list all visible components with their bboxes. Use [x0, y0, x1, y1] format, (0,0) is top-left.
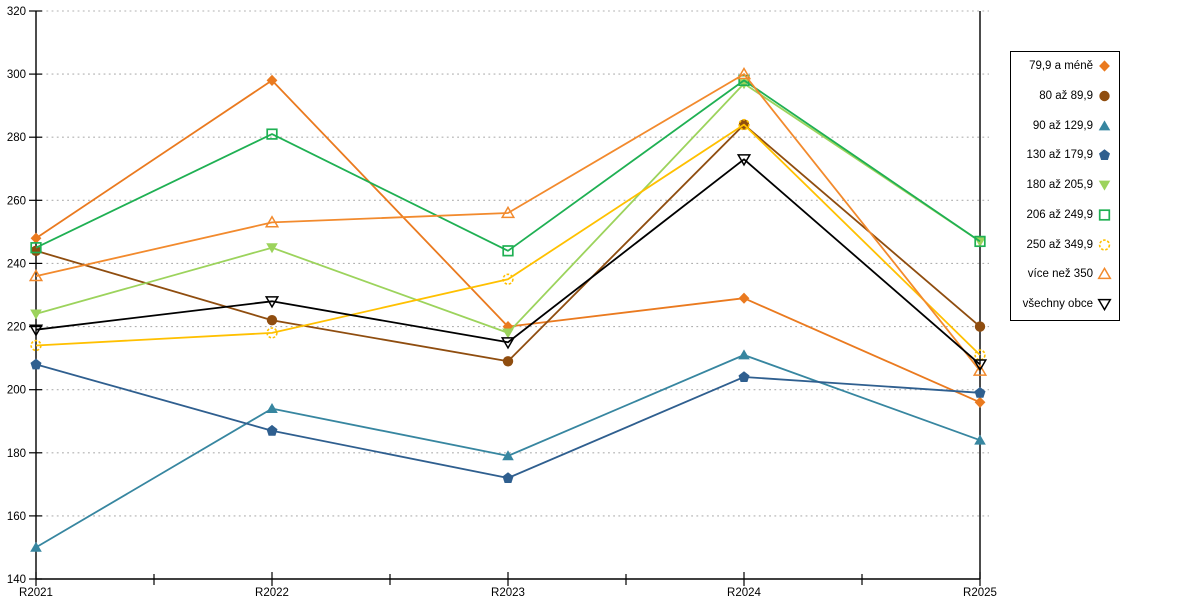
- legend-item: 80 až 89,9: [1015, 89, 1112, 103]
- y-tick-label: 140: [7, 574, 26, 586]
- legend-label: 206 až 249,9: [1026, 208, 1093, 221]
- legend-item: 250 až 349,9: [1015, 238, 1112, 252]
- legend-label: 250 až 349,9: [1026, 238, 1093, 251]
- legend-label: 90 až 129,9: [1032, 119, 1093, 132]
- legend-item: všechny obce: [1015, 297, 1112, 311]
- chart-legend: 79,9 a méně 80 až 89,9 90 až 129,9 130 až 1…: [1010, 51, 1120, 321]
- data-point: [974, 321, 986, 332]
- triangle-down-icon: [1098, 180, 1111, 191]
- diamond-icon: [1099, 60, 1110, 72]
- series-line: [35, 123, 981, 356]
- square-icon: [1098, 209, 1111, 221]
- data-point: [264, 215, 280, 228]
- data-point: [500, 205, 516, 219]
- legend-label: 180 až 205,9: [1026, 179, 1093, 191]
- legend-item: 206 až 249,9: [1015, 208, 1112, 222]
- x-tick-label: R2022: [255, 587, 289, 599]
- legend-label: 80 až 89,9: [1039, 89, 1093, 102]
- data-point: [266, 403, 278, 413]
- legend-item: 180 až 205,9: [1015, 178, 1112, 192]
- data-point: [500, 337, 516, 350]
- y-tick-label: 160: [7, 511, 26, 523]
- data-point: [974, 396, 986, 408]
- series-line: [35, 73, 981, 372]
- y-tick-label: 240: [7, 258, 26, 270]
- data-point: [502, 472, 514, 483]
- data-point: [974, 387, 986, 398]
- data-point: [30, 541, 42, 552]
- data-point: [266, 243, 278, 254]
- series-line: [35, 363, 981, 479]
- data-point: [738, 118, 750, 131]
- data-point: [266, 327, 278, 339]
- y-tick-label: 200: [7, 385, 26, 397]
- legend-item: více než 350: [1015, 267, 1112, 281]
- data-point: [972, 359, 988, 372]
- triangle-up-icon: [1098, 119, 1111, 130]
- data-point: [738, 349, 750, 360]
- x-tick-label: R2023: [491, 587, 525, 599]
- y-tick-label: 180: [7, 448, 26, 460]
- data-point: [502, 356, 514, 367]
- y-tick-label: 300: [7, 69, 26, 81]
- data-point: [974, 235, 986, 248]
- legend-label: 79,9 a méně: [1029, 60, 1093, 72]
- legend-label: všechny obce: [1022, 298, 1093, 310]
- data-point: [28, 324, 44, 337]
- data-point: [266, 128, 278, 140]
- data-point: [28, 269, 44, 282]
- data-point: [974, 349, 986, 361]
- data-point: [264, 296, 280, 309]
- data-point: [974, 434, 986, 445]
- x-tick-label: R2021: [19, 587, 53, 599]
- triangle-down-icon: [1097, 298, 1112, 311]
- circle-icon: [1098, 238, 1111, 251]
- data-point: [30, 339, 42, 352]
- series-line: [35, 79, 981, 252]
- data-point: [502, 328, 514, 339]
- data-point: [30, 232, 42, 244]
- legend-item: 130 až 179,9: [1015, 148, 1112, 162]
- data-point: [502, 245, 514, 257]
- legend-item: 79,9 a méně: [1015, 59, 1112, 73]
- data-point: [30, 309, 42, 320]
- data-point: [736, 154, 752, 167]
- data-point: [30, 245, 42, 256]
- x-tick-label: R2024: [727, 587, 761, 599]
- y-tick-label: 260: [7, 195, 26, 207]
- data-point: [738, 292, 750, 304]
- y-tick-label: 220: [7, 322, 26, 334]
- data-point: [30, 242, 42, 254]
- data-point: [266, 424, 278, 436]
- triangle-up-icon: [1097, 267, 1112, 280]
- y-tick-label: 320: [7, 6, 26, 18]
- legend-label: 130 až 179,9: [1026, 149, 1093, 162]
- data-point: [736, 67, 752, 80]
- data-point: [502, 450, 514, 461]
- data-point: [266, 315, 278, 326]
- series-line: [35, 158, 981, 366]
- legend-label: více než 350: [1027, 268, 1093, 281]
- pentagon-icon: [1099, 149, 1110, 161]
- data-point: [30, 358, 42, 370]
- circle-icon: [1099, 90, 1110, 101]
- data-point: [972, 363, 988, 376]
- y-tick-label: 280: [7, 132, 26, 144]
- x-tick-label: R2025: [963, 587, 997, 599]
- legend-item: 90 až 129,9: [1015, 119, 1112, 133]
- data-point: [738, 371, 750, 382]
- data-point: [502, 273, 514, 285]
